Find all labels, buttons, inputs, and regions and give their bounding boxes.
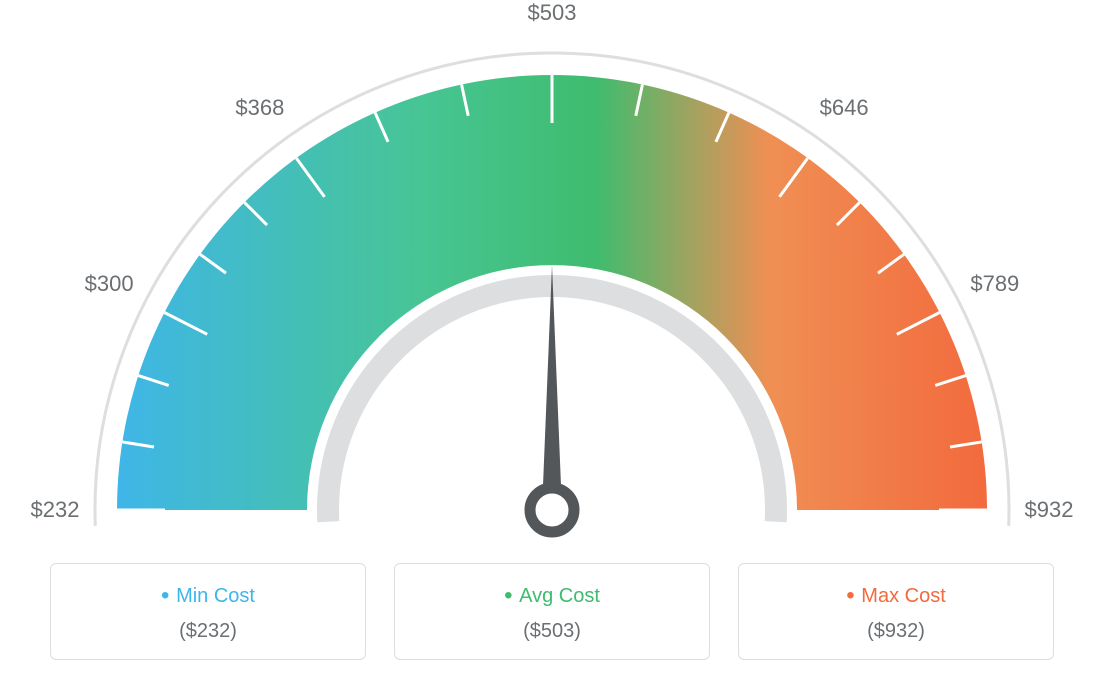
legend-value: ($232) xyxy=(61,620,355,643)
gauge-tick-label: $646 xyxy=(820,95,869,121)
legend-label: Min Cost xyxy=(61,582,355,610)
gauge-tick-label: $300 xyxy=(85,271,134,297)
legend-label: Avg Cost xyxy=(405,582,699,610)
gauge-tick-label: $232 xyxy=(31,497,80,523)
legend-value: ($503) xyxy=(405,620,699,643)
gauge-tick-label: $932 xyxy=(1025,497,1074,523)
legend-card-max: Max Cost ($932) xyxy=(738,563,1054,660)
gauge-tick-label: $368 xyxy=(235,95,284,121)
legend-row: Min Cost ($232) Avg Cost ($503) Max Cost… xyxy=(50,563,1054,660)
legend-card-min: Min Cost ($232) xyxy=(50,563,366,660)
legend-label: Max Cost xyxy=(749,582,1043,610)
cost-gauge: $232 $300 $368 $503 $646 $789 $932 xyxy=(0,0,1104,560)
legend-card-avg: Avg Cost ($503) xyxy=(394,563,710,660)
gauge-tick-label: $503 xyxy=(528,0,577,26)
legend-value: ($932) xyxy=(749,620,1043,643)
gauge-tick-label: $789 xyxy=(970,271,1019,297)
